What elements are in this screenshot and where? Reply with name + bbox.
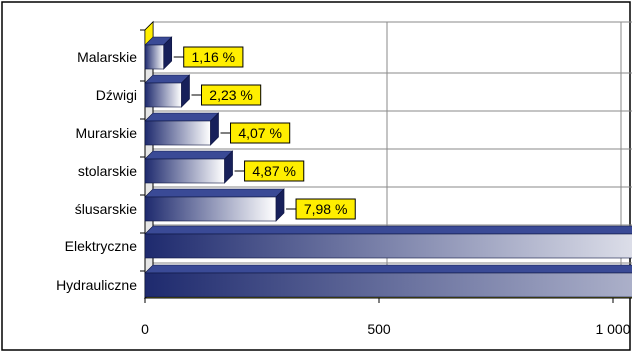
data-label: 2,23 % [209,87,253,103]
bar-top [144,112,220,122]
bar-end [210,112,219,146]
bar-end [275,188,285,222]
data-label-box [201,84,262,106]
bar-end [163,36,173,70]
bar [144,82,182,108]
x-tick-label: 0 [141,321,149,337]
data-label-box [295,198,356,220]
data-label-box [183,46,244,68]
x-tick-label: 1 000 [595,321,630,337]
data-label: 1,16 % [192,49,236,65]
category-label: ślusarskie [75,201,137,217]
bar-end [181,74,190,108]
category-label: stolarskie [78,163,137,179]
bar-top [144,264,632,274]
category-label: Malarskie [77,49,137,65]
bar-top [144,150,234,160]
bar [144,233,632,259]
data-label: 4,87 % [252,163,296,179]
category-label: Elektryczne [65,238,138,254]
bar [144,196,277,222]
data-labels: 1,16 %2,23 %4,07 %4,87 %7,98 %34,06 %45,… [173,46,356,220]
bar-top [144,188,285,198]
category-label: Hydrauliczne [56,277,137,293]
bar [144,44,165,70]
bar [144,158,225,184]
data-label: 7,98 % [304,201,348,217]
category-label: Dźwigi [96,87,137,103]
category-label: Murarskie [76,125,138,141]
bars [144,36,632,298]
x-tick-label: 500 [367,321,391,337]
bar-end [224,150,233,184]
data-label: 4,07 % [238,125,282,141]
data-label-box [244,160,305,182]
bar [144,120,211,146]
bar [144,272,632,298]
data-label-box [230,122,291,144]
category-labels: Malarskie Dźwigi Murarskie stolarskie ślusar… [56,29,145,293]
bar-top [144,225,632,235]
